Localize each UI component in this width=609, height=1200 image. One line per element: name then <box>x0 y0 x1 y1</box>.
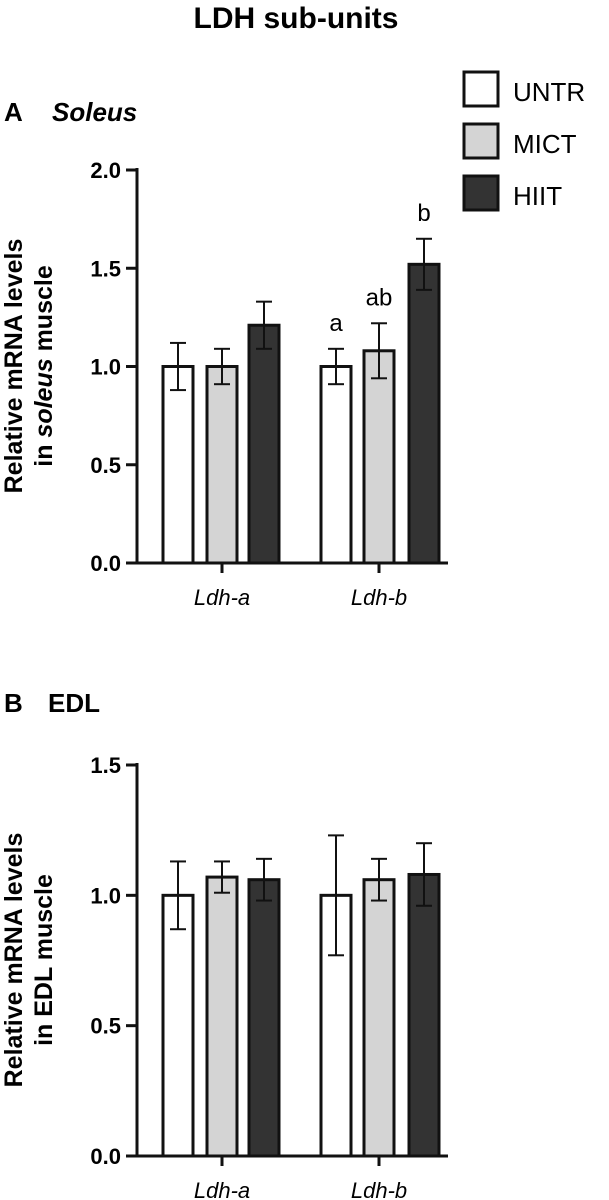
panel-a-ylabel-line2: in soleus muscle <box>30 265 58 467</box>
panel-a-bar-mict-0 <box>205 365 239 565</box>
panel-a-error-bar-mict-1 <box>371 322 387 380</box>
panel-a-name: Soleus <box>52 97 137 127</box>
panel-b-bar-hiit-0 <box>247 878 281 1158</box>
panel-a-letter: A <box>4 97 23 127</box>
legend-swatch-untr <box>462 70 500 108</box>
panel-a-annotation-2: b <box>417 200 430 227</box>
panel-b-category-label-0: Ldh-a <box>194 1178 250 1200</box>
panel-a-annotation-1: ab <box>366 284 393 311</box>
panel-b-error-bar-untr-0 <box>170 860 186 931</box>
panel-b-y-tick-label-2: 1.0 <box>90 883 121 908</box>
panel-b-bar-untr-0 <box>161 893 195 1158</box>
panel-a-category-label-1: Ldh-b <box>351 585 407 610</box>
panel-a-y-tick-label-3: 1.5 <box>90 256 121 281</box>
panel-a-bar-untr-1 <box>319 365 353 565</box>
legend-label-hiit: HIIT <box>513 181 562 211</box>
panel-b-ylabel-line2-pre: in EDL muscle <box>30 874 58 1046</box>
panel-a-error-bar-hiit-1 <box>416 237 432 291</box>
panel-b-y-axis-label: Relative mRNA levels in EDL muscle <box>0 833 58 1088</box>
panel-a-error-bar-hiit-0 <box>256 300 272 350</box>
panel-b-y-tick-label-3: 1.5 <box>90 753 121 778</box>
panel-a-ylabel-line2-post: muscle <box>30 265 58 358</box>
panel-b-category-label-1: Ldh-b <box>351 1178 407 1200</box>
legend-swatch-mict <box>462 122 500 160</box>
panel-a-ylabel-line1: Relative mRNA levels <box>0 239 28 494</box>
panel-b-plot: 0.0 0.5 1.0 1.5 Ldh-a Ldh-b <box>90 753 448 1200</box>
panel-a-plot: 0.0 0.5 1.0 1.5 2.0 Ldh-a Ldh-b aab b <box>90 158 448 610</box>
panel-b-bar-mict-0 <box>205 875 239 1158</box>
panel-b-edl: B EDL Relative mRNA levels in EDL muscle… <box>0 688 448 1200</box>
panel-b-bar-mict-1 <box>362 878 396 1158</box>
panel-a-bar-untr-0 <box>161 365 195 565</box>
panel-b-error-bar-mict-0 <box>214 860 230 894</box>
panel-b-ylabel-line1: Relative mRNA levels <box>0 833 28 1088</box>
panel-b-error-bar-mict-1 <box>371 857 387 902</box>
legend-swatch-hiit <box>462 174 500 212</box>
panel-b-ylabel-line2: in EDL muscle <box>30 874 58 1046</box>
panel-b-error-bar-hiit-1 <box>416 842 432 907</box>
panel-b-error-bar-untr-1 <box>328 834 344 957</box>
panel-a-ylabel-line2-em: soleus <box>30 358 58 437</box>
legend-label-mict: MICT <box>513 129 577 159</box>
panel-a-annotation-0: a <box>329 310 343 337</box>
panel-b-error-bar-hiit-0 <box>256 857 272 902</box>
panel-a-y-axis-label: Relative mRNA levels in soleus muscle <box>0 239 58 494</box>
panel-a-bar-hiit-0 <box>247 323 281 565</box>
panel-b-y-tick-label-0: 0.0 <box>90 1144 121 1169</box>
legend: UNTR MICT HIIT <box>462 70 585 212</box>
panel-a-y-tick-label-4: 2.0 <box>90 158 121 183</box>
panel-a-bar-mict-1 <box>362 349 396 565</box>
panel-a-category-label-0: Ldh-a <box>194 585 250 610</box>
panel-a-error-bar-untr-1 <box>328 347 344 386</box>
figure-title: LDH sub-units <box>194 2 399 35</box>
panel-a-error-bar-untr-0 <box>170 341 186 392</box>
panel-a-y-tick-label-0: 0.0 <box>90 551 121 576</box>
panel-a-error-bar-mict-0 <box>214 347 230 386</box>
panel-b-name: EDL <box>48 688 100 718</box>
panel-b-letter: B <box>4 688 23 718</box>
panel-a-bar-hiit-1 <box>407 262 441 565</box>
legend-label-untr: UNTR <box>513 77 585 107</box>
panel-a-y-tick-label-2: 1.0 <box>90 355 121 380</box>
panel-b-y-tick-label-1: 0.5 <box>90 1014 121 1039</box>
panel-a-ylabel-line2-pre: in <box>30 438 58 467</box>
panel-a-soleus: A Soleus Relative mRNA levels in soleus … <box>0 97 448 610</box>
panel-a-y-tick-label-1: 0.5 <box>90 453 121 478</box>
panel-b-bar-hiit-1 <box>407 872 441 1158</box>
